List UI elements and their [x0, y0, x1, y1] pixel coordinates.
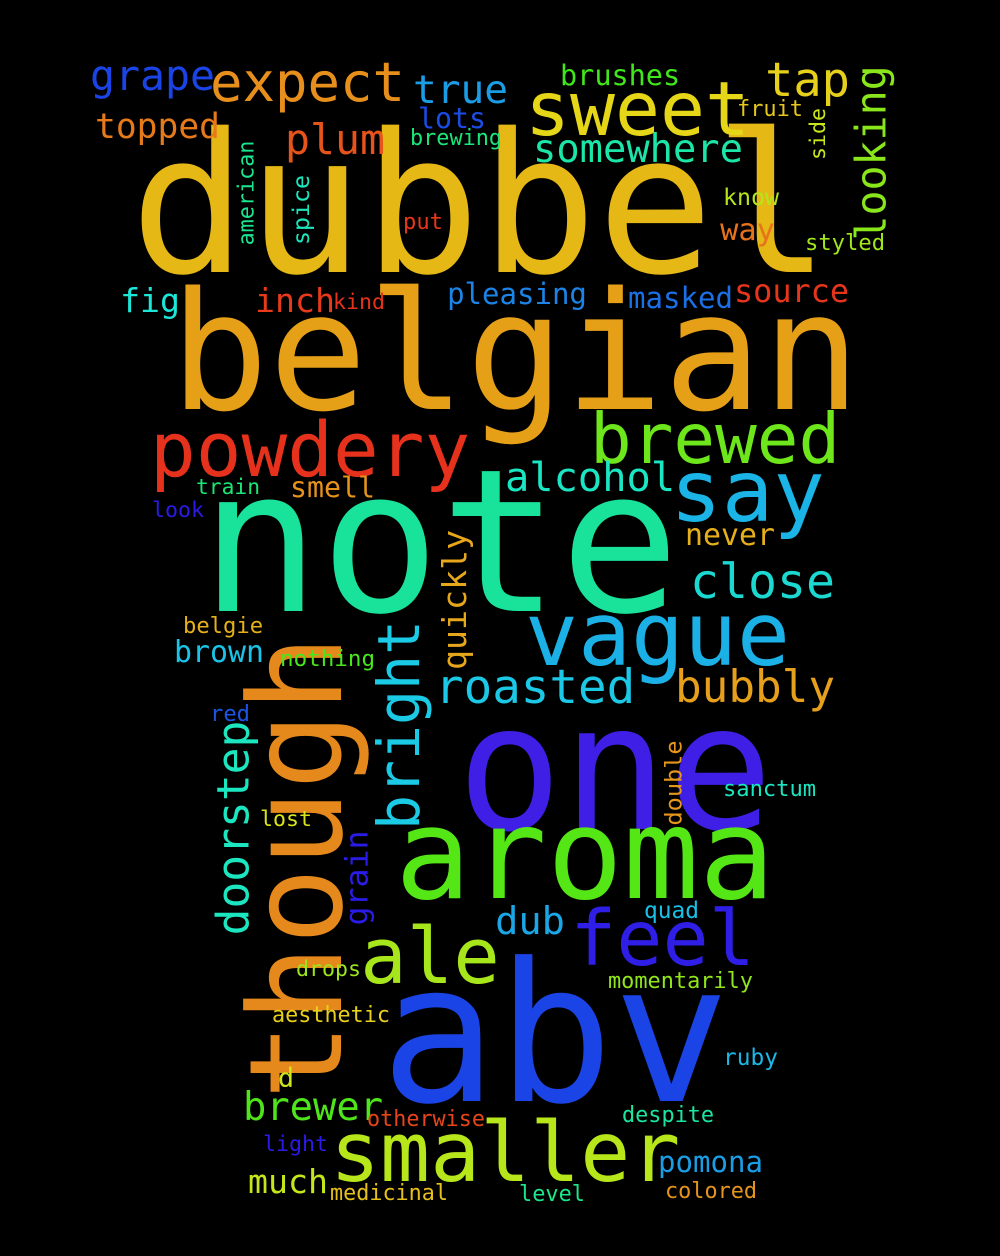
- word-dub: dub: [495, 899, 565, 944]
- word-say: say: [670, 443, 825, 542]
- word-somewhere: somewhere: [533, 127, 743, 172]
- word-d: d: [278, 1063, 295, 1094]
- word-styled: styled: [805, 230, 886, 256]
- word-way: way: [720, 213, 775, 248]
- word-quad: quad: [644, 898, 699, 924]
- word-ruby: ruby: [723, 1045, 778, 1071]
- word-medicinal: medicinal: [330, 1181, 448, 1206]
- word-otherwise: otherwise: [367, 1107, 485, 1132]
- word-aroma: aroma: [395, 781, 775, 928]
- word-feel: feel: [570, 895, 755, 984]
- word-ale: ale: [360, 912, 500, 1002]
- word-pleasing: pleasing: [447, 277, 587, 311]
- word-spice: spice: [288, 175, 315, 245]
- word-quickly: quickly: [435, 529, 474, 670]
- word-true: true: [413, 67, 508, 113]
- word-level: level: [519, 1182, 585, 1207]
- word-aesthetic: aesthetic: [272, 1003, 390, 1028]
- word-colored: colored: [665, 1179, 758, 1204]
- word-inch: inch: [255, 281, 335, 320]
- word-tap: tap: [765, 53, 850, 108]
- word-american: american: [234, 140, 259, 245]
- word-never: never: [685, 518, 775, 553]
- word-sanctum: sanctum: [723, 776, 817, 802]
- word-brewed: brewed: [590, 400, 841, 480]
- word-expect: expect: [210, 51, 406, 114]
- word-plum: plum: [285, 115, 385, 164]
- word-brown: brown: [174, 635, 264, 670]
- word-put: put: [403, 209, 443, 235]
- word-nothing: nothing: [280, 646, 376, 672]
- word-abv: abv: [380, 922, 730, 1147]
- word-doorstep: doorstep: [207, 720, 259, 935]
- word-topped: topped: [95, 107, 221, 147]
- word-brushes: brushes: [560, 59, 681, 92]
- word-belgian: belgian: [170, 257, 861, 448]
- word-alcohol: alcohol: [505, 454, 676, 501]
- word-double: double: [659, 739, 687, 825]
- word-smaller: smaller: [330, 1104, 681, 1201]
- word-masked: masked: [628, 281, 734, 315]
- word-train: train: [196, 475, 260, 500]
- word-roasted: roasted: [435, 660, 636, 715]
- word-close: close: [690, 554, 835, 610]
- word-lots: lots: [418, 102, 486, 135]
- word-pomona: pomona: [658, 1145, 764, 1179]
- word-drops: drops: [296, 957, 361, 982]
- word-sweet: sweet: [525, 66, 751, 153]
- word-smell: smell: [290, 471, 375, 504]
- word-dubbel: dubbel: [130, 92, 831, 318]
- word-momentarily: momentarily: [608, 969, 753, 994]
- word-looking: looking: [846, 64, 895, 240]
- word-brewing: brewing: [410, 126, 503, 151]
- word-bright: bright: [365, 619, 433, 830]
- word-much: much: [248, 1162, 328, 1201]
- word-one: one: [456, 668, 774, 871]
- word-note: note: [200, 426, 680, 658]
- word-source: source: [734, 272, 850, 310]
- word-side: side: [806, 108, 831, 160]
- word-grape: grape: [90, 51, 215, 100]
- word-powdery: powdery: [150, 405, 471, 494]
- word-despite: despite: [622, 1103, 715, 1128]
- word-know: know: [723, 184, 779, 211]
- word-belgie: belgie: [183, 613, 264, 639]
- word-bubbly: bubbly: [675, 662, 836, 713]
- word-kind: kind: [333, 290, 385, 315]
- word-fig: fig: [120, 281, 180, 320]
- word-look: look: [152, 498, 204, 523]
- word-fruit: fruit: [737, 97, 803, 122]
- word-red: red: [210, 701, 250, 727]
- word-light: light: [263, 1132, 328, 1157]
- word-lost: lost: [260, 807, 312, 832]
- word-vague: vague: [525, 583, 790, 686]
- word-grain: grain: [339, 830, 375, 925]
- word-brewer: brewer: [243, 1085, 384, 1130]
